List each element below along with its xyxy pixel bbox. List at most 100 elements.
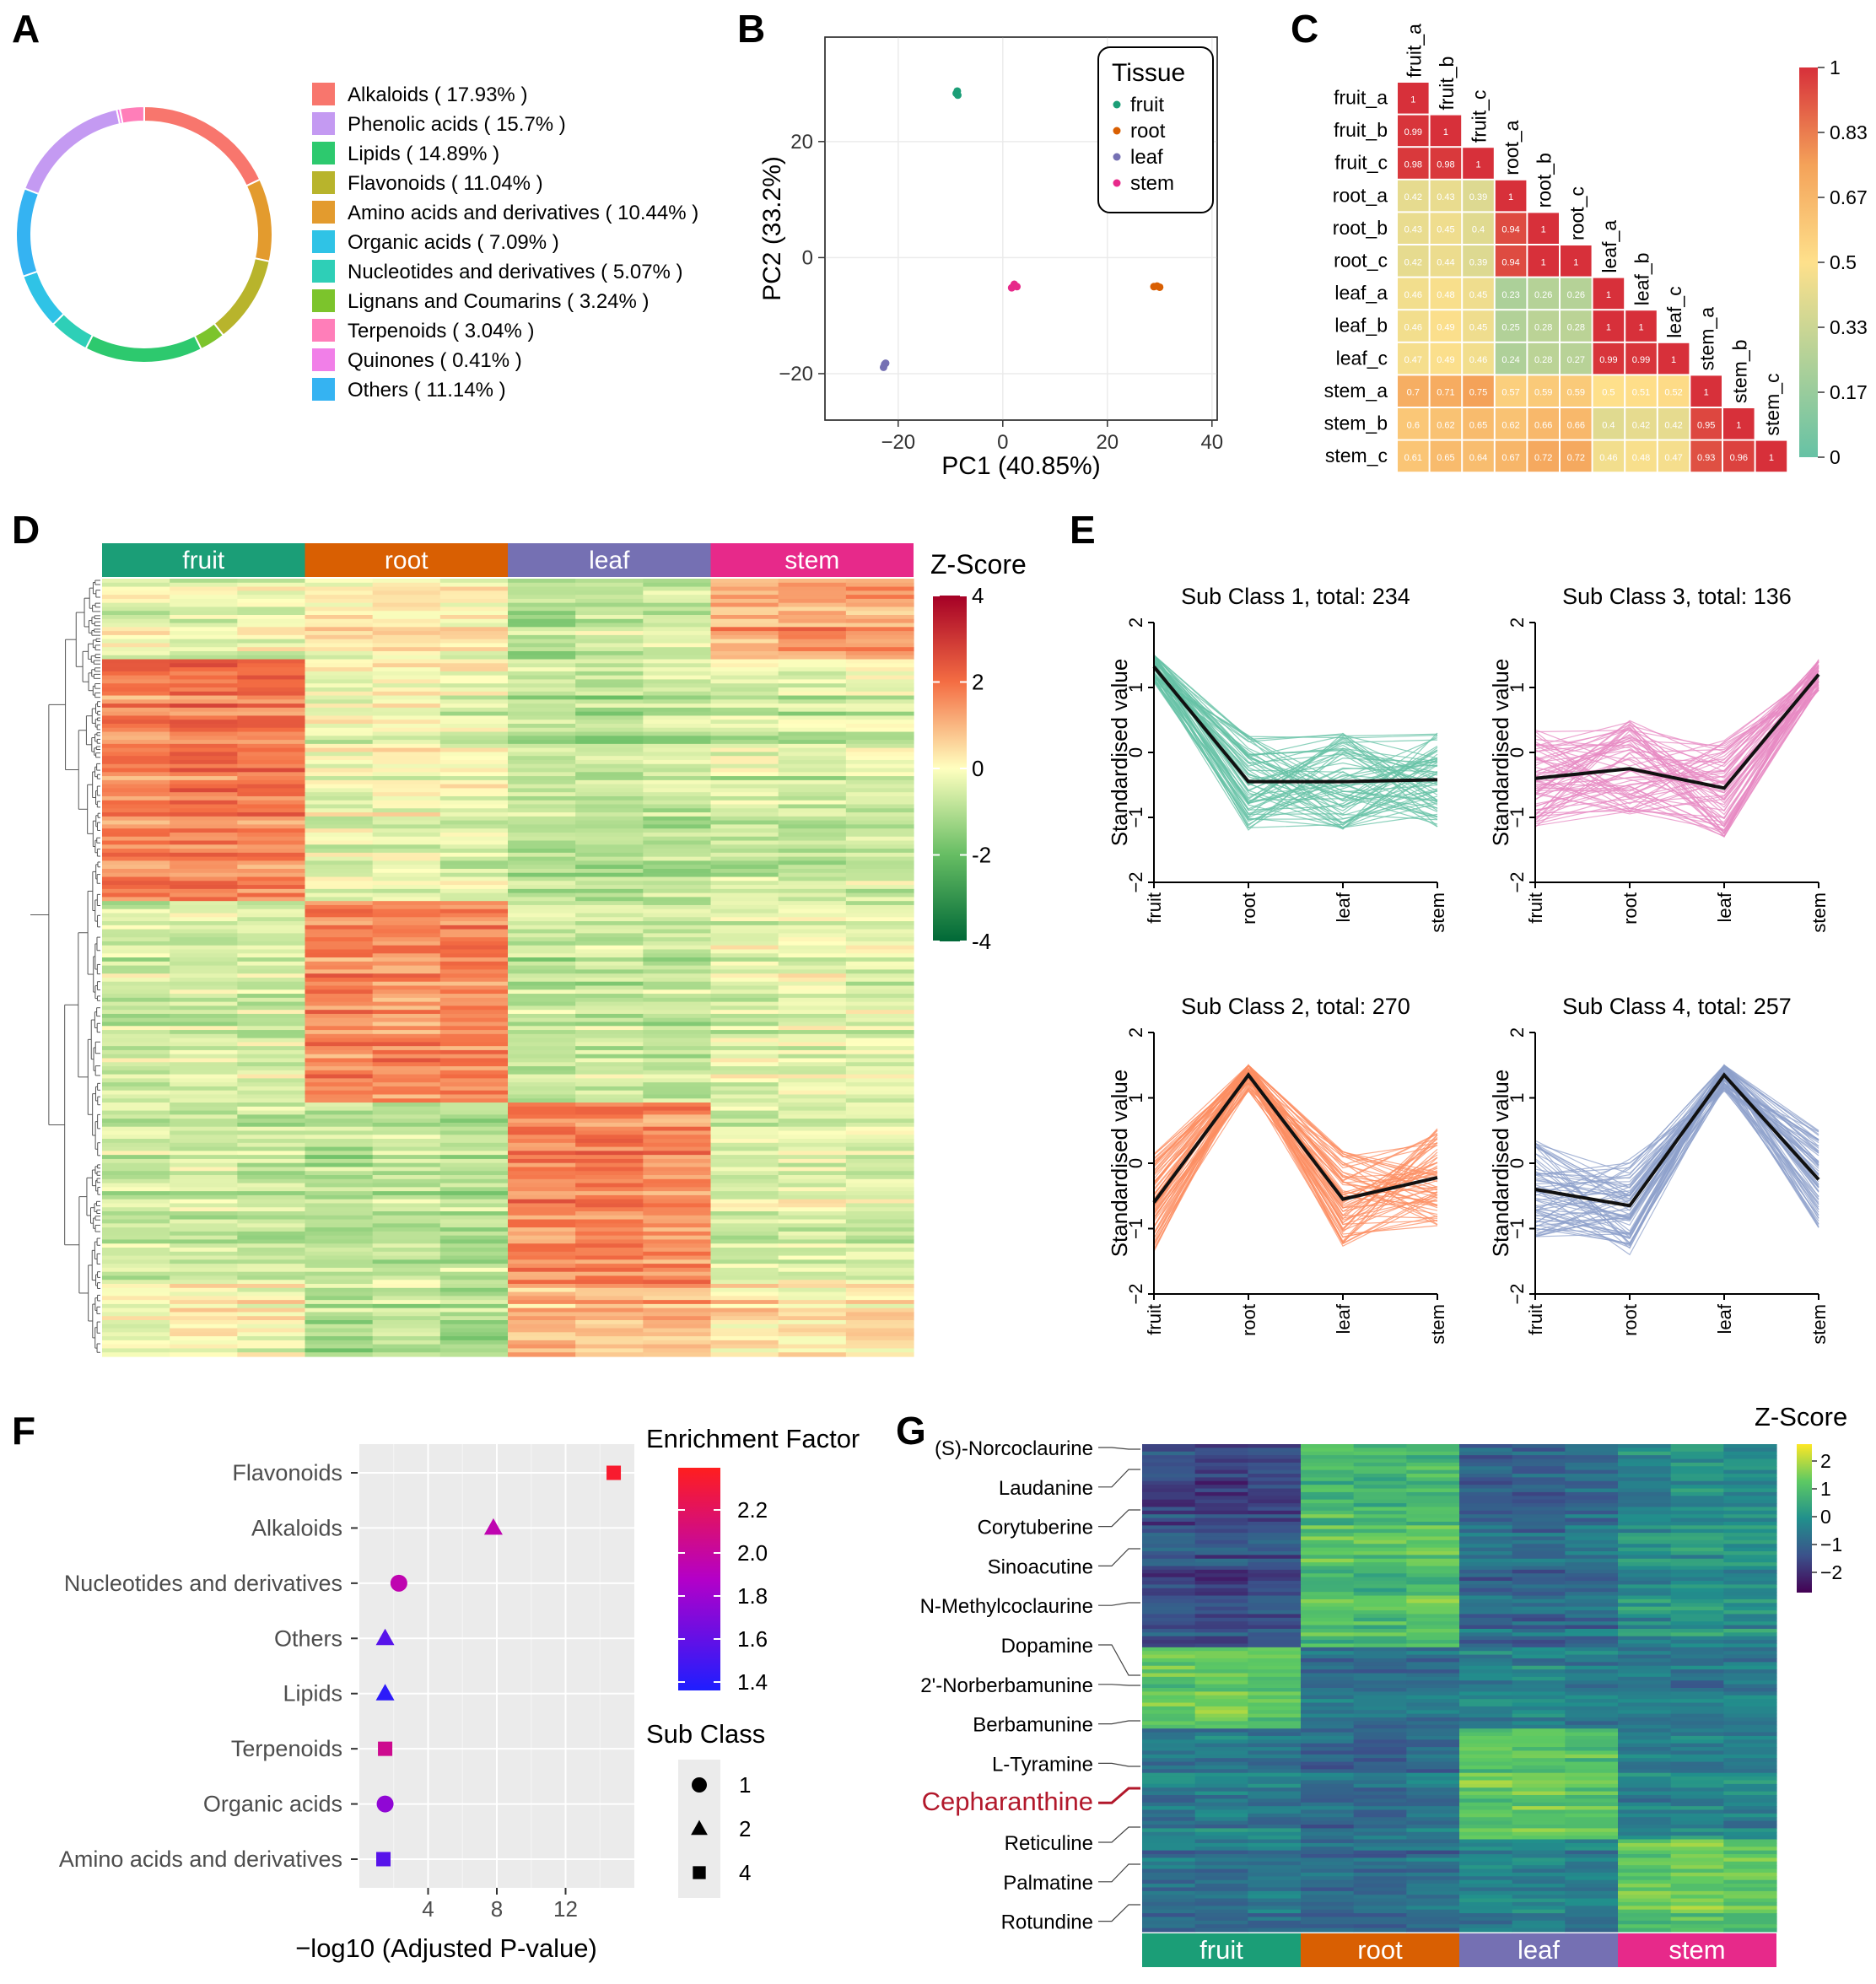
- heat-cell: [643, 925, 712, 930]
- heat-cell: [643, 1280, 712, 1285]
- heat-cell: [102, 977, 170, 983]
- heat-cell: [845, 1336, 914, 1341]
- heat-cell: [643, 808, 712, 813]
- heat-cell: [1723, 1485, 1777, 1490]
- heat-cell: [778, 929, 847, 934]
- heat-cell: [643, 1171, 712, 1176]
- heat-cell: [1565, 1787, 1619, 1793]
- heat-cell: [1618, 1895, 1672, 1900]
- heat-cell: [710, 655, 779, 660]
- heat-cell: [102, 953, 170, 958]
- heat-cell: [643, 715, 712, 720]
- heat-cell: [439, 961, 509, 967]
- heat-cell: [170, 776, 238, 781]
- heat-cell: [1194, 1836, 1248, 1841]
- heat-cell: [1512, 1636, 1566, 1641]
- heat-cell: [1670, 1724, 1724, 1729]
- heat-cell: [1565, 1632, 1619, 1637]
- heat-cell: [710, 949, 779, 954]
- member-line: [1153, 676, 1438, 828]
- heat-cell: [1406, 1625, 1460, 1630]
- heat-cell: [170, 816, 238, 822]
- heat-cell: [237, 1291, 306, 1297]
- heat-cell: [1512, 1787, 1566, 1793]
- heat-cell: [778, 1178, 847, 1184]
- heat-cell: [710, 816, 779, 822]
- heat-cell: [305, 1158, 374, 1164]
- heat-cell: [845, 623, 914, 628]
- heat-cell: [1194, 1595, 1248, 1600]
- heat-cell: [372, 607, 441, 612]
- heat-cell: [170, 784, 238, 790]
- heat-cell: [1670, 1794, 1724, 1799]
- heat-cell: [1142, 1547, 1196, 1552]
- heat-cell: [778, 627, 847, 632]
- heat-cell: [508, 1199, 576, 1205]
- y-tick-label: 1: [1125, 1092, 1146, 1103]
- heat-cell: [778, 1352, 847, 1357]
- heat-cell: [508, 659, 576, 664]
- heat-cell: [508, 836, 576, 842]
- heat-cell: [1723, 1794, 1777, 1799]
- heat-cell: [1618, 1636, 1672, 1641]
- heat-cell: [710, 671, 779, 677]
- heat-cell: [1142, 1647, 1196, 1652]
- heat-cell: [508, 1046, 576, 1051]
- heat-cell: [643, 1098, 712, 1103]
- heat-cell: [845, 868, 914, 874]
- heat-cell: [237, 1183, 306, 1188]
- row-label: leaf_c: [1336, 347, 1388, 369]
- heat-cell: [102, 618, 170, 624]
- heat-cell: [372, 908, 441, 914]
- heat-cell: [1142, 1828, 1196, 1833]
- heat-cell: [1565, 1839, 1619, 1844]
- heat-cell: [575, 836, 644, 842]
- heat-cell: [1248, 1842, 1302, 1847]
- heat-cell: [372, 1215, 441, 1221]
- heat-cell: [778, 1114, 847, 1119]
- heat-cell: [710, 1094, 779, 1099]
- heat-cell: [1565, 1614, 1619, 1619]
- heat-cell: [643, 768, 712, 773]
- heat-cell: [575, 1211, 644, 1216]
- heat-cell: [1406, 1783, 1460, 1788]
- heat-cell: [1194, 1857, 1248, 1863]
- heat-cell: [1248, 1724, 1302, 1729]
- heat-cell: [372, 736, 441, 741]
- heat-cell: [643, 965, 712, 970]
- member-line: [1153, 1086, 1438, 1222]
- member-line: [1153, 668, 1438, 803]
- heat-cell: [237, 1005, 306, 1011]
- heat-cell: [643, 675, 712, 681]
- heat-cell: [575, 650, 644, 656]
- heat-cell: [102, 1191, 170, 1196]
- heat-cell: [305, 1303, 374, 1309]
- legend-swatch: [312, 83, 335, 105]
- heat-cell: [1353, 1625, 1407, 1630]
- heat-cell: [778, 1119, 847, 1124]
- heat-cell: [1142, 1772, 1196, 1777]
- heat-cell: [1618, 1710, 1672, 1715]
- heat-cell: [845, 582, 914, 588]
- heat-cell: [439, 1300, 509, 1305]
- heat-cell: [1406, 1595, 1460, 1600]
- heat-cell: [1512, 1566, 1566, 1571]
- heat-cell: [237, 1070, 306, 1076]
- heat-cell: [1142, 1599, 1196, 1604]
- heat-cell: [170, 1106, 238, 1112]
- heat-cell: [1459, 1776, 1513, 1782]
- heat-cell: [1301, 1651, 1355, 1656]
- heat-cell: [710, 1106, 779, 1112]
- corr-value: 0.24: [1501, 355, 1519, 365]
- heat-cell: [305, 1042, 374, 1047]
- heat-cell: [778, 1340, 847, 1345]
- heat-cell: [508, 695, 576, 700]
- heat-cell: [508, 937, 576, 942]
- heat-cell: [1670, 1791, 1724, 1796]
- heat-cell: [1459, 1739, 1513, 1744]
- heat-cell: [305, 1142, 374, 1148]
- heat-cell: [508, 579, 576, 584]
- heat-cell: [1565, 1617, 1619, 1622]
- heat-cell: [1142, 1713, 1196, 1718]
- heat-cell: [575, 856, 644, 862]
